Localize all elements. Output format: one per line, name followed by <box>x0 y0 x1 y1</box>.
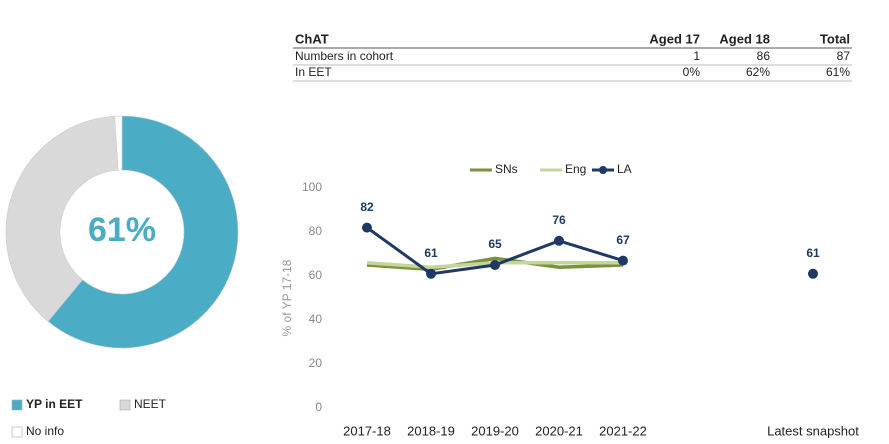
x-tick-label: 2019-20 <box>471 423 519 438</box>
legend-label: Eng <box>565 162 586 176</box>
center-label: 61% <box>88 211 156 249</box>
series-line <box>366 256 624 272</box>
table-cell: In EET <box>295 65 332 79</box>
table-header: Total <box>820 31 850 46</box>
point <box>618 255 628 266</box>
table-header: Aged 18 <box>719 31 770 46</box>
table-cell: 87 <box>837 49 851 63</box>
legend-label: SNs <box>495 162 518 176</box>
donut-slice <box>5 115 119 322</box>
y-tick-label: 40 <box>309 312 323 326</box>
table-cell: 61% <box>826 65 850 79</box>
x-tick-label: Latest snapshot <box>767 423 859 438</box>
y-axis-label: % of YP 17-18 <box>280 259 294 336</box>
donut-slice <box>47 115 239 349</box>
data-label: 67 <box>616 233 630 247</box>
table-header: Aged 17 <box>649 31 700 46</box>
point <box>808 268 818 279</box>
point <box>426 268 436 279</box>
legend-label: No info <box>26 424 64 438</box>
legend-label: LA <box>617 162 632 176</box>
table-header: ChAT <box>295 31 329 46</box>
data-label: 82 <box>360 200 374 214</box>
x-tick-label: 2017-18 <box>343 423 391 438</box>
table-cell: Numbers in cohort <box>295 49 394 63</box>
y-tick-label: 20 <box>309 356 323 370</box>
x-tick-label: 2021-22 <box>599 423 647 438</box>
legend-marker <box>599 166 607 174</box>
y-tick-label: 100 <box>302 180 322 194</box>
data-label: 61 <box>806 246 820 260</box>
legend-label: NEET <box>134 397 167 411</box>
table-cell: 1 <box>693 49 700 63</box>
y-tick-label: 0 <box>315 400 322 414</box>
x-tick-label: 2018-19 <box>407 423 455 438</box>
legend-label: YP in EET <box>26 397 83 411</box>
y-tick-label: 60 <box>309 268 323 282</box>
y-tick-label: 80 <box>309 224 323 238</box>
legend-swatch <box>119 399 131 411</box>
data-label: 61 <box>424 246 438 260</box>
table-cell: 62% <box>746 65 770 79</box>
point <box>554 235 564 246</box>
x-tick-label: 2020-21 <box>535 423 583 438</box>
data-label: 65 <box>488 237 502 251</box>
table-cell: 86 <box>757 49 771 63</box>
point <box>362 222 372 233</box>
legend-swatch <box>11 399 23 411</box>
legend-swatch <box>11 426 23 438</box>
point <box>490 260 500 270</box>
table-cell: 0% <box>683 65 701 79</box>
data-label: 76 <box>552 213 566 227</box>
donut-slice <box>114 115 123 171</box>
